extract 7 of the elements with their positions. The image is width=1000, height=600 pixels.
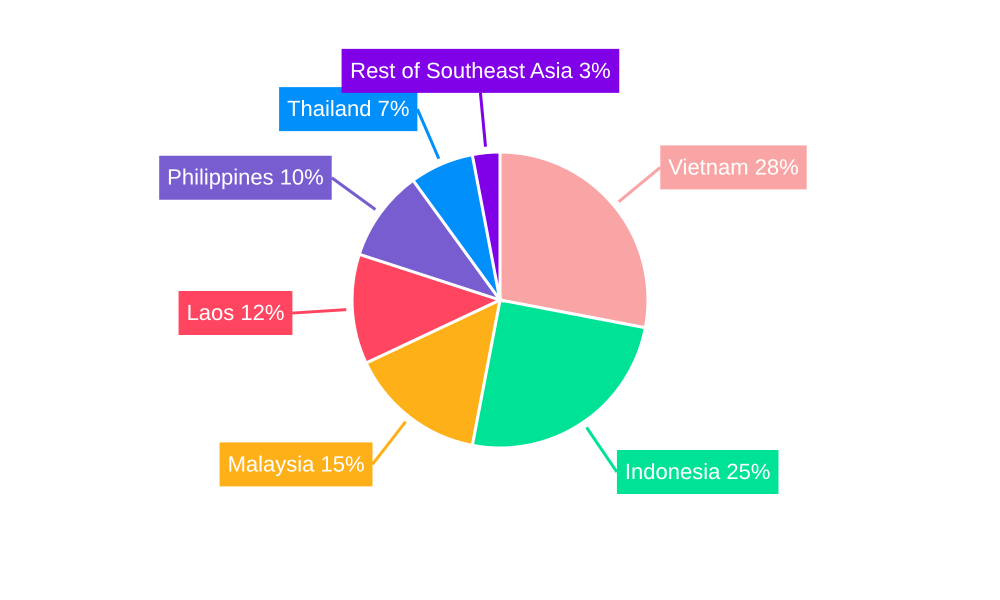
slice-label: Rest of Southeast Asia 3% <box>350 58 611 83</box>
slice-label: Indonesia 25% <box>624 459 770 484</box>
slice-label: Laos 12% <box>186 300 284 326</box>
slice-label: Philippines 10% <box>167 164 324 190</box>
slice-label: Vietnam 28% <box>668 154 799 180</box>
slice-label: Malaysia 15% <box>228 451 365 476</box>
slice-label: Thailand 7% <box>287 96 410 122</box>
